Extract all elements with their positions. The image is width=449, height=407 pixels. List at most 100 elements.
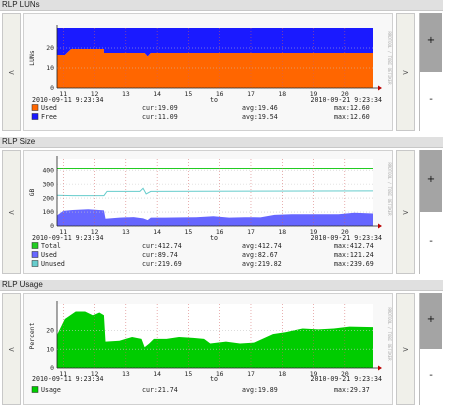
panel-title: RLP Size — [0, 137, 443, 148]
x-tick-label: 11 — [59, 370, 67, 378]
y-tick-label: 0 — [50, 364, 54, 372]
series-area-free — [57, 28, 373, 57]
y-tick-label: 10 — [46, 345, 54, 353]
legend-cur: cur:21.74 — [142, 386, 178, 394]
zoom-out-icon: - — [429, 236, 433, 247]
panel-title: RLP Usage — [0, 280, 443, 291]
x-tick-label: 12 — [91, 228, 99, 236]
x-tick-label: 12 — [91, 370, 99, 378]
zoom-out-icon: - — [429, 94, 433, 105]
x-tick-label: 16 — [216, 370, 224, 378]
y-tick-label: 10 — [46, 64, 54, 72]
start-date: 2010-09-11 9:23:34 — [32, 234, 103, 242]
x-tick-label: 17 — [247, 90, 255, 98]
x-tick-label: 19 — [310, 90, 318, 98]
legend-avg: avg:19.54 — [242, 113, 278, 121]
nav-next-button[interactable]: > — [396, 150, 415, 274]
x-tick-label: 20 — [341, 370, 349, 378]
to-label: to — [210, 375, 218, 383]
legend-max: max:121.24 — [334, 251, 374, 259]
x-tick-label: 20 — [341, 228, 349, 236]
zoom-out-button[interactable]: - — [420, 349, 442, 405]
legend-swatch — [31, 104, 39, 111]
y-tick-label: 20 — [46, 44, 54, 52]
legend-swatch — [31, 242, 39, 249]
x-tick-label: 19 — [310, 228, 318, 236]
x-axis-arrow-icon — [378, 85, 382, 91]
zoom-in-button[interactable]: + — [420, 293, 442, 349]
series-area-usage — [57, 311, 373, 368]
legend-max: max:29.37 — [334, 386, 370, 394]
legend-swatch — [31, 386, 39, 393]
nav-prev-button[interactable]: < — [2, 293, 21, 405]
chart-rlp-size: 0 100 200 300 400 11 12 13 14 15 16 17 18 19 20 GB RRDTO… — [28, 156, 392, 268]
chart-rlp-luns: 0 10 20 11 12 13 14 15 16 17 18 19 20 LUNs RRDTOOL / T… — [28, 25, 392, 121]
y-tick-label: 200 — [42, 194, 54, 202]
x-tick-label: 11 — [59, 228, 67, 236]
x-tick-label: 19 — [310, 370, 318, 378]
x-tick-label: 18 — [278, 370, 286, 378]
legend-label: Used — [41, 104, 57, 112]
legend-label: Used — [41, 251, 57, 259]
legend-max: max:239.69 — [334, 260, 374, 268]
panel-rlp-size: RLP Size < 0 100 200 300 400 11 12 13 14 15 16 17 18… — [0, 137, 449, 276]
series-area-used — [57, 49, 373, 88]
x-tick-label: 14 — [153, 90, 161, 98]
x-tick-label: 15 — [185, 90, 193, 98]
x-tick-label: 14 — [153, 370, 161, 378]
x-tick-label: 17 — [247, 228, 255, 236]
legend-label: Usage — [41, 386, 61, 394]
graph-rlp-size: 0 100 200 300 400 11 12 13 14 15 16 17 18 19 20 GB RRDTO… — [23, 150, 393, 274]
x-tick-label: 13 — [122, 370, 130, 378]
legend-swatch — [31, 260, 39, 267]
nav-next-button[interactable]: > — [396, 13, 415, 131]
graph-rlp-luns: 0 10 20 11 12 13 14 15 16 17 18 19 20 LUNs RRDTOOL / T… — [23, 13, 393, 131]
x-tick-label: 17 — [247, 370, 255, 378]
chart-rlp-usage: 0 10 20 11 12 13 14 15 16 17 18 19 20 Percent RRDTOOL … — [28, 301, 392, 394]
zoom-controls: + - — [419, 293, 442, 405]
x-tick-label: 18 — [278, 90, 286, 98]
zoom-in-button[interactable]: + — [420, 13, 442, 72]
end-date: 2010-09-21 9:23:34 — [311, 234, 382, 242]
x-tick-label: 18 — [278, 228, 286, 236]
x-axis-arrow-icon — [378, 223, 382, 229]
x-tick-label: 11 — [59, 90, 67, 98]
nav-next-button[interactable]: > — [396, 293, 415, 405]
nav-prev-button[interactable]: < — [2, 13, 21, 131]
y-axis-label: GB — [28, 189, 36, 197]
legend-avg: avg:19.46 — [242, 104, 278, 112]
legend-cur: cur:412.74 — [142, 242, 182, 250]
x-tick-label: 13 — [122, 228, 130, 236]
legend-swatch — [31, 113, 39, 120]
watermark: RRDTOOL / TOBI OETIKER — [387, 32, 392, 86]
to-label: to — [210, 96, 218, 104]
zoom-in-button[interactable]: + — [420, 150, 442, 212]
zoom-out-button[interactable]: - — [420, 72, 442, 131]
legend-label: Unused — [41, 260, 65, 268]
to-label: to — [210, 234, 218, 242]
zoom-out-icon: - — [429, 370, 433, 381]
x-axis-arrow-icon — [378, 365, 382, 371]
zoom-in-icon: + — [426, 35, 436, 46]
zoom-controls: + - — [419, 13, 442, 131]
y-tick-label: 100 — [42, 208, 54, 216]
series-area-used — [57, 209, 373, 226]
x-tick-label: 15 — [185, 228, 193, 236]
legend-avg: avg:412.74 — [242, 242, 282, 250]
legend-avg: avg:82.67 — [242, 251, 278, 259]
zoom-in-icon: + — [426, 174, 436, 185]
x-tick-label: 20 — [341, 90, 349, 98]
y-axis-label: Percent — [28, 322, 36, 349]
legend-cur: cur:89.74 — [142, 251, 178, 259]
x-tick-label: 15 — [185, 370, 193, 378]
legend-max: max:12.60 — [334, 113, 370, 121]
x-tick-label: 14 — [153, 228, 161, 236]
start-date: 2010-09-11 9:23:34 — [32, 96, 103, 104]
nav-prev-button[interactable]: < — [2, 150, 21, 274]
legend-label: Free — [41, 113, 57, 121]
legend-avg: avg:219.82 — [242, 260, 282, 268]
zoom-out-button[interactable]: - — [420, 212, 442, 274]
zoom-in-icon: + — [426, 314, 436, 325]
legend-cur: cur:19.09 — [142, 104, 178, 112]
end-date: 2010-09-21 9:23:34 — [311, 96, 382, 104]
